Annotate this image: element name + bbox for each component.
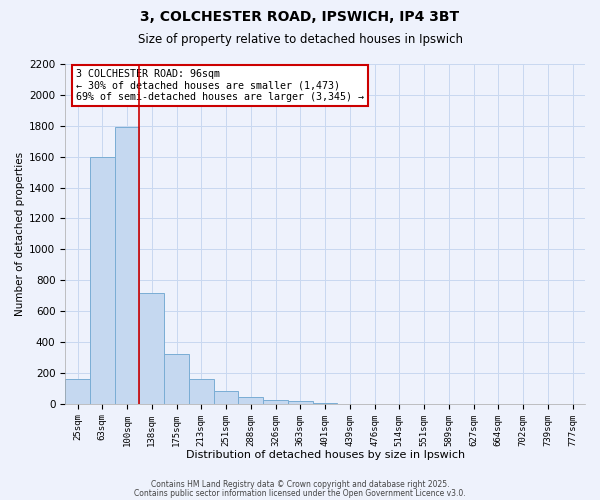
Bar <box>263 400 288 404</box>
Bar <box>214 390 238 404</box>
Bar <box>238 397 263 404</box>
Bar <box>189 379 214 404</box>
Y-axis label: Number of detached properties: Number of detached properties <box>15 152 25 316</box>
Bar <box>139 292 164 404</box>
Bar <box>313 403 337 404</box>
Text: Contains public sector information licensed under the Open Government Licence v3: Contains public sector information licen… <box>134 488 466 498</box>
Bar <box>90 156 115 404</box>
Bar <box>164 354 189 404</box>
Bar <box>65 379 90 404</box>
Bar <box>115 128 139 404</box>
Text: Contains HM Land Registry data © Crown copyright and database right 2025.: Contains HM Land Registry data © Crown c… <box>151 480 449 489</box>
Text: 3, COLCHESTER ROAD, IPSWICH, IP4 3BT: 3, COLCHESTER ROAD, IPSWICH, IP4 3BT <box>140 10 460 24</box>
X-axis label: Distribution of detached houses by size in Ipswich: Distribution of detached houses by size … <box>185 450 464 460</box>
Text: Size of property relative to detached houses in Ipswich: Size of property relative to detached ho… <box>137 32 463 46</box>
Text: 3 COLCHESTER ROAD: 96sqm
← 30% of detached houses are smaller (1,473)
69% of sem: 3 COLCHESTER ROAD: 96sqm ← 30% of detach… <box>76 69 364 102</box>
Bar <box>288 401 313 404</box>
